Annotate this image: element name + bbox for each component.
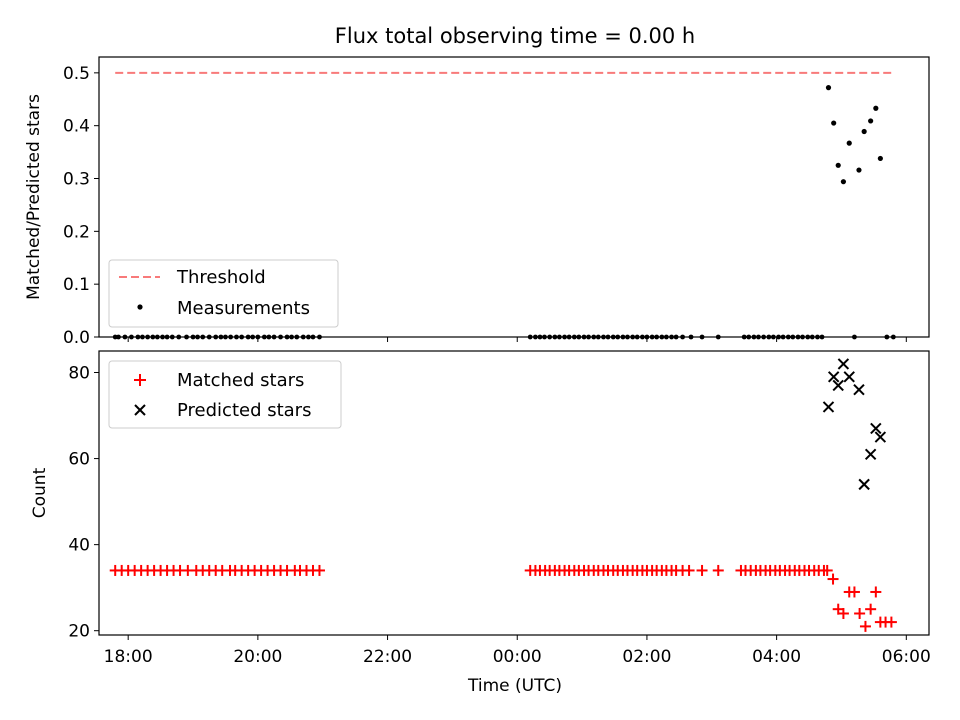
x-axis-label: Time (UTC) xyxy=(467,676,562,696)
top-y-tick-label: 0.3 xyxy=(63,170,90,190)
top-axes-frame xyxy=(98,56,930,338)
matched-point xyxy=(837,607,849,619)
matched-point xyxy=(821,564,833,576)
measurement-point xyxy=(825,85,832,91)
top-y-ticks: 0.0 0.1 0.2 0.3 0.4 0.5 xyxy=(63,64,99,348)
matched-point xyxy=(885,616,897,628)
top-legend: Threshold Measurements xyxy=(108,259,339,328)
matched-point xyxy=(313,564,325,576)
measurement-point xyxy=(835,162,841,168)
measurements-legend-swatch xyxy=(137,304,143,310)
top-ylabel: Matched/Predicted stars xyxy=(24,94,44,300)
predicted-point xyxy=(832,379,844,392)
bottom-legend-box xyxy=(108,360,342,429)
matched-point xyxy=(683,564,695,576)
bottom-axes-frame xyxy=(98,350,930,636)
matched-legend-label: Matched stars xyxy=(177,370,304,391)
matched-point xyxy=(848,586,860,598)
predicted-legend-swatch xyxy=(134,404,146,416)
predicted-point xyxy=(853,384,865,396)
matched-point xyxy=(865,603,877,615)
top-y-tick-label: 0.5 xyxy=(63,64,90,84)
measurement-point xyxy=(877,155,883,162)
predicted-point xyxy=(874,431,887,443)
matched-point xyxy=(827,573,839,585)
top-x-ticks xyxy=(127,337,907,342)
predicted-point xyxy=(837,358,850,370)
matched-point xyxy=(712,564,724,576)
bottom-ylabel: Count xyxy=(30,467,50,518)
x-tick-label: 04:00 xyxy=(752,647,801,667)
predicted-point xyxy=(822,401,835,413)
matched-point xyxy=(859,620,871,632)
measurement-point xyxy=(856,167,862,173)
measurement-point xyxy=(840,179,847,185)
bottom-y-tick-label: 60 xyxy=(68,450,90,470)
measurement-point xyxy=(846,140,852,146)
top-panel: Matched/Predicted stars 0.00.10.20.30.40… xyxy=(24,56,930,348)
top-y-tick-label: 0.1 xyxy=(63,275,90,295)
matched-legend-swatch xyxy=(134,374,146,386)
predicted-point xyxy=(858,478,870,491)
bottom-y-ticks: 20 40 60 80 xyxy=(68,364,99,642)
matched-point xyxy=(696,564,708,576)
matched-point xyxy=(870,586,882,598)
x-tick-label: 00:00 xyxy=(493,647,542,667)
measurement-point xyxy=(873,105,879,111)
x-tick-label: 06:00 xyxy=(882,647,931,667)
bottom-y-tick-label: 80 xyxy=(68,364,90,384)
bottom-panel: Count 20 40 60 80 18:00 20:00 22:00 00:00 02:00… xyxy=(30,350,931,696)
x-tick-label: 02:00 xyxy=(622,647,671,667)
predicted-legend-label: Predicted stars xyxy=(177,400,311,421)
top-legend-box xyxy=(108,259,339,328)
predicted-point xyxy=(827,371,840,383)
x-tick-label: 20:00 xyxy=(233,647,282,667)
top-y-tick-label: 0.0 xyxy=(63,328,90,348)
predicted-point xyxy=(843,371,855,383)
bottom-x-ticks: 18:00 20:00 22:00 00:00 02:00 04:00 06:00 xyxy=(104,635,931,667)
top-y-tick-label: 0.4 xyxy=(63,117,90,137)
measurements-legend-label: Measurements xyxy=(177,298,310,319)
predicted-point xyxy=(870,422,882,435)
bottom-y-tick-label: 20 xyxy=(68,622,90,642)
figure-title: Flux total observing time = 0.00 h xyxy=(335,24,695,48)
bottom-plot-area xyxy=(109,358,897,632)
predicted-point xyxy=(864,448,877,460)
matched-point xyxy=(854,607,866,619)
bottom-y-tick-label: 40 xyxy=(68,536,90,556)
x-tick-label: 18:00 xyxy=(104,647,153,667)
bottom-legend: Matched stars Predicted stars xyxy=(108,360,342,429)
measurement-point xyxy=(831,120,837,126)
measurement-point xyxy=(868,118,874,124)
threshold-legend-label: Threshold xyxy=(176,267,266,288)
top-y-tick-label: 0.2 xyxy=(63,222,90,242)
x-tick-label: 22:00 xyxy=(363,647,412,667)
measurement-point xyxy=(861,128,867,135)
